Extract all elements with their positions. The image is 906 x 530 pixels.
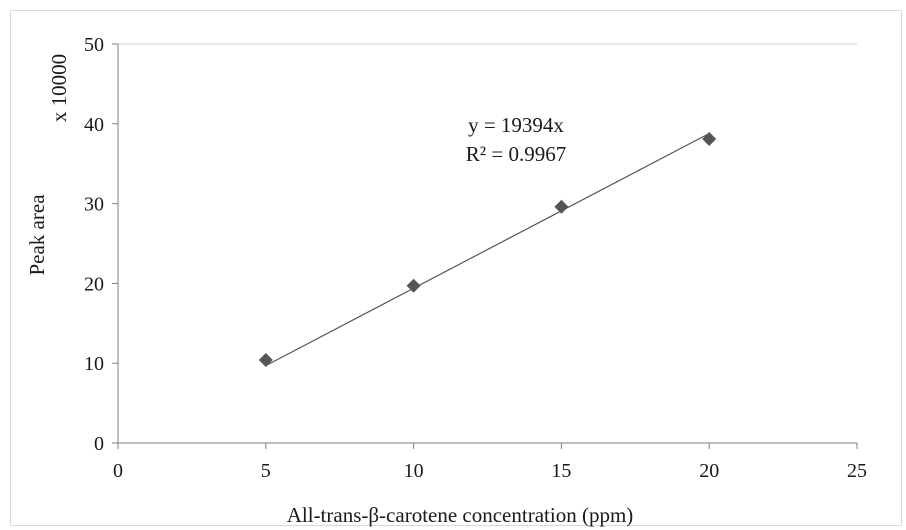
y-tick-label: 40: [84, 114, 104, 136]
axes: [117, 43, 857, 444]
y-tick-label: 0: [94, 433, 104, 455]
x-ticks: 0 5 10 15 20 25: [113, 443, 867, 482]
data-point: [258, 353, 273, 368]
x-tick-label: 25: [847, 460, 867, 482]
x-tick-label: 5: [261, 460, 271, 482]
chart-frame: [10, 10, 902, 526]
y-tick-label: 50: [84, 34, 104, 56]
x-tick-label: 0: [113, 460, 123, 482]
x-tick-label: 15: [551, 460, 571, 482]
x-axis-title: All-trans-β-carotene concentration (ppm): [287, 503, 634, 527]
y-axis-title: Peak area: [25, 194, 49, 276]
trendline: [265, 132, 710, 367]
y-tick-label: 30: [84, 194, 104, 216]
data-point: [554, 199, 569, 214]
y-axis-multiplier: x 10000: [47, 54, 71, 122]
x-tick-label: 20: [699, 460, 719, 482]
trendline-equation: y = 19394x: [468, 113, 564, 137]
y-tick-label: 10: [84, 353, 104, 375]
data-point: [406, 278, 421, 293]
y-ticks: 0 10 20 30 40 50: [84, 34, 118, 455]
data-point: [702, 131, 717, 146]
r-squared-label: R² = 0.9967: [466, 142, 566, 166]
x-tick-label: 10: [404, 460, 424, 482]
data-points: [258, 131, 717, 368]
y-tick-label: 20: [84, 273, 104, 295]
